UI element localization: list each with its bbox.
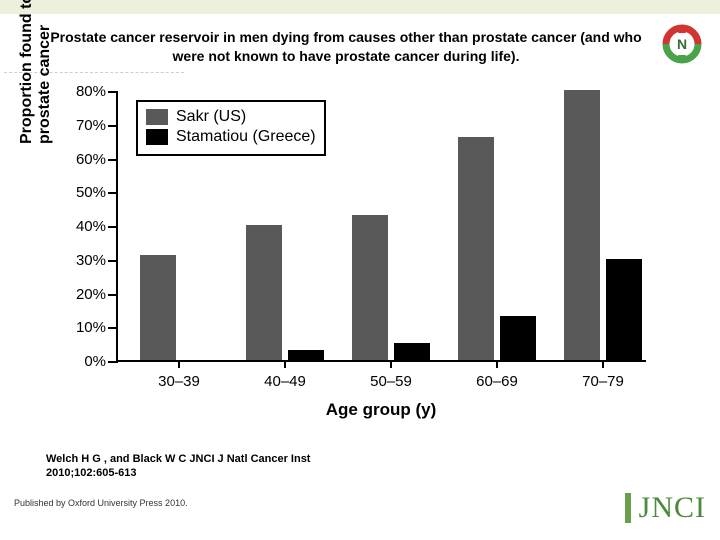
y-tick-label: 0% bbox=[56, 353, 106, 370]
y-axis-label-line1: Proportion found to have bbox=[18, 0, 35, 144]
citation: Welch H G , and Black W C JNCI J Natl Ca… bbox=[46, 452, 466, 481]
x-tick bbox=[496, 360, 498, 368]
bar-sakr bbox=[564, 90, 600, 360]
corner-logo-letter: N bbox=[677, 36, 687, 52]
y-tick bbox=[108, 125, 118, 127]
legend-swatch-sakr bbox=[146, 109, 168, 125]
citation-line1: Welch H G , and Black W C JNCI J Natl Ca… bbox=[46, 453, 310, 465]
bar-stamatiou bbox=[500, 316, 536, 360]
legend-label-sakr: Sakr (US) bbox=[176, 108, 246, 126]
bar-stamatiou bbox=[288, 350, 324, 360]
x-tick bbox=[390, 360, 392, 368]
footer-logo: JNCI bbox=[562, 490, 706, 526]
y-tick bbox=[108, 192, 118, 194]
bar-stamatiou bbox=[394, 343, 430, 360]
x-tick-label: 40–49 bbox=[250, 373, 320, 390]
y-tick bbox=[108, 226, 118, 228]
publisher-line: Published by Oxford University Press 201… bbox=[14, 498, 188, 508]
y-tick bbox=[108, 260, 118, 262]
citation-line2: 2010;102:605-613 bbox=[46, 467, 137, 479]
y-tick-label: 10% bbox=[56, 319, 106, 336]
y-tick bbox=[108, 327, 118, 329]
y-tick-label: 60% bbox=[56, 151, 106, 168]
x-tick-label: 30–39 bbox=[144, 373, 214, 390]
bar-sakr bbox=[140, 255, 176, 360]
y-tick-label: 20% bbox=[56, 286, 106, 303]
y-axis-label-line2: prostate cancer bbox=[36, 0, 54, 144]
y-tick-label: 40% bbox=[56, 218, 106, 235]
y-tick bbox=[108, 294, 118, 296]
legend-label-stamatiou: Stamatiou (Greece) bbox=[176, 128, 316, 146]
y-tick bbox=[108, 361, 118, 363]
x-tick bbox=[284, 360, 286, 368]
y-axis-label: Proportion found to have prostate cancer bbox=[18, 0, 54, 144]
y-tick bbox=[108, 159, 118, 161]
x-tick bbox=[178, 360, 180, 368]
legend-item-stamatiou: Stamatiou (Greece) bbox=[146, 128, 316, 146]
corner-logo: N bbox=[662, 24, 702, 64]
bar-stamatiou bbox=[606, 259, 642, 360]
top-accent-band bbox=[0, 0, 720, 14]
legend: Sakr (US) Stamatiou (Greece) bbox=[136, 100, 326, 156]
y-tick-label: 80% bbox=[56, 83, 106, 100]
x-tick-label: 70–79 bbox=[568, 373, 638, 390]
x-tick-label: 60–69 bbox=[462, 373, 532, 390]
plot-region: Sakr (US) Stamatiou (Greece) 0%10%20%30%… bbox=[116, 92, 646, 362]
bar-sakr bbox=[458, 137, 494, 360]
y-tick-label: 70% bbox=[56, 117, 106, 134]
y-tick bbox=[108, 91, 118, 93]
y-tick-label: 30% bbox=[56, 252, 106, 269]
bar-sakr bbox=[352, 215, 388, 360]
legend-swatch-stamatiou bbox=[146, 129, 168, 145]
x-tick-label: 50–59 bbox=[356, 373, 426, 390]
chart-area: Proportion found to have prostate cancer… bbox=[46, 86, 676, 426]
footer-logo-text: JNCI bbox=[639, 491, 706, 525]
footer-logo-bar bbox=[625, 493, 631, 523]
bar-sakr bbox=[246, 225, 282, 360]
y-tick-label: 50% bbox=[56, 184, 106, 201]
x-tick bbox=[602, 360, 604, 368]
slide-title: Prostate cancer reservoir in men dying f… bbox=[36, 28, 656, 66]
legend-item-sakr: Sakr (US) bbox=[146, 108, 316, 126]
